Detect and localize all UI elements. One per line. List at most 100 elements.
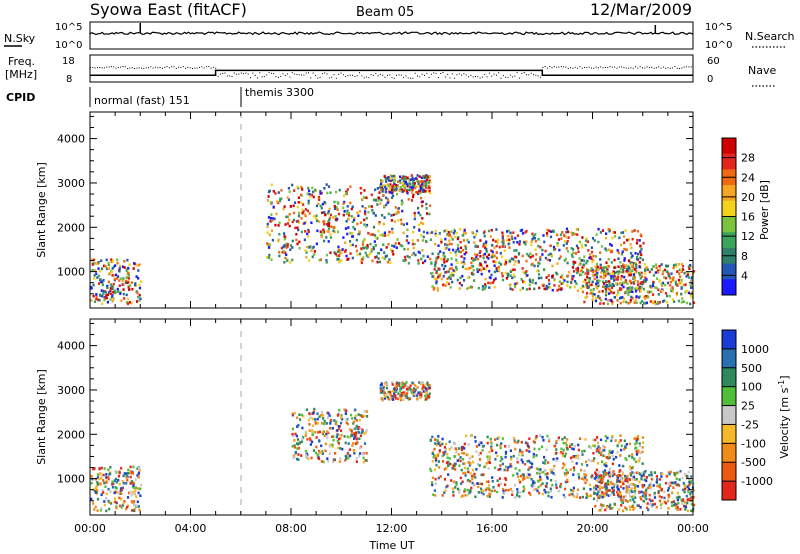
echo-cell [464, 244, 467, 248]
echo-cell [435, 454, 438, 458]
echo-cell [580, 243, 583, 247]
echo-cell [605, 506, 609, 509]
echo-cell [627, 293, 630, 296]
echo-cell [402, 179, 406, 183]
echo-cell [658, 478, 661, 481]
echo-cell [680, 285, 683, 289]
echo-cell [591, 280, 594, 284]
echo-cell [361, 430, 364, 433]
echo-cell [530, 478, 533, 481]
echo-cell [640, 271, 643, 275]
x-tick-label: 04:00 [175, 522, 207, 535]
echo-cell [304, 220, 307, 224]
echo-cell [517, 475, 520, 478]
echo-cell [426, 393, 429, 397]
echo-cell [601, 229, 605, 232]
echo-cell [302, 210, 305, 213]
echo-cell [280, 197, 283, 201]
echo-cell [541, 253, 544, 256]
echo-cell [413, 214, 416, 217]
echo-cell [460, 446, 464, 449]
nave-point [208, 66, 210, 68]
echo-cell [641, 282, 644, 286]
echo-cell [420, 176, 424, 180]
echo-cell [355, 457, 358, 460]
echo-cell [348, 448, 351, 451]
echo-cell [349, 185, 352, 188]
echo-cell [137, 491, 140, 495]
echo-cell [403, 259, 406, 263]
echo-cell [345, 457, 348, 460]
echo-cell [587, 494, 590, 498]
echo-cell [455, 268, 458, 271]
nave-point [282, 73, 284, 75]
echo-cell [592, 489, 595, 492]
echo-cell [478, 443, 481, 447]
echo-cell [477, 453, 481, 457]
echo-cell [315, 217, 318, 220]
echo-cell [642, 279, 646, 282]
echo-cell [428, 175, 432, 178]
echo-cell [365, 429, 368, 432]
echo-cell [468, 286, 471, 289]
echo-cell [562, 448, 565, 452]
echo-cell [556, 289, 559, 292]
echo-cell [304, 453, 308, 457]
echo-cell [460, 255, 463, 258]
echo-cell [463, 229, 466, 233]
echo-cell [605, 486, 608, 489]
echo-cell [607, 481, 610, 484]
echo-cell [325, 236, 328, 239]
echo-cell [125, 473, 128, 477]
echo-cell [90, 287, 93, 290]
echo-cell [525, 449, 528, 452]
echo-cell [627, 286, 630, 290]
echo-cell [676, 498, 679, 502]
echo-cell [462, 234, 465, 237]
echo-cell [626, 238, 629, 242]
echo-cell [438, 440, 441, 444]
echo-cell [463, 231, 466, 235]
echo-cell [583, 300, 586, 304]
echo-cell [507, 234, 510, 238]
echo-cell [584, 244, 587, 247]
echo-cell [531, 262, 534, 266]
echo-cell [266, 256, 269, 259]
echo-cell [326, 436, 329, 439]
echo-cell [455, 266, 458, 269]
echo-cell [581, 495, 584, 499]
echo-cell [470, 261, 473, 265]
echo-cell [678, 272, 681, 275]
echo-cell [684, 290, 687, 294]
echo-cell [413, 181, 416, 185]
echo-cell [455, 253, 458, 257]
echo-cell [118, 279, 121, 282]
echo-cell [329, 233, 332, 236]
echo-cell [311, 255, 314, 259]
echo-cell [619, 494, 622, 498]
echo-cell [473, 472, 476, 476]
echo-cell [647, 486, 650, 490]
echo-cell [398, 189, 401, 193]
echo-cell [491, 476, 494, 479]
echo-cell [611, 474, 614, 478]
echo-cell [634, 488, 637, 492]
echo-cell [433, 268, 436, 271]
echo-cell [300, 185, 303, 189]
nave-point [591, 67, 592, 69]
echo-cell [422, 385, 425, 389]
nave-point [449, 77, 451, 79]
echo-cell [355, 419, 358, 422]
echo-cell [641, 485, 644, 489]
echo-cell [390, 248, 393, 252]
echo-cell [266, 242, 269, 246]
echo-cell [412, 246, 415, 250]
echo-cell [385, 180, 388, 183]
echo-cell [431, 275, 434, 278]
echo-cell [463, 262, 466, 266]
echo-cell [639, 251, 642, 255]
echo-cell [457, 247, 460, 250]
echo-cell [341, 248, 344, 251]
echo-cell [667, 507, 670, 510]
echo-cell [394, 176, 397, 179]
